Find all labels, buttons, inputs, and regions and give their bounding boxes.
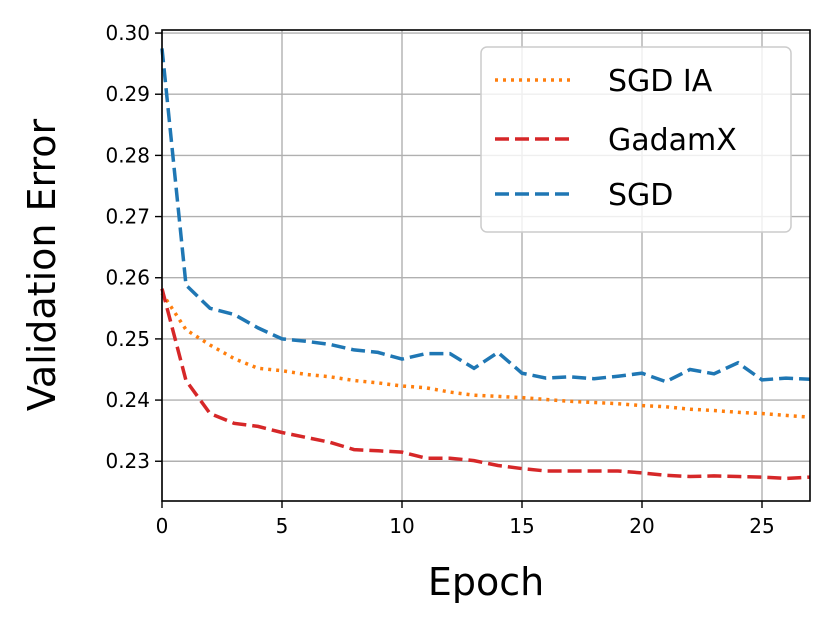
- y-tick-label: 0.27: [105, 205, 150, 229]
- legend-label-sgd-ia: SGD IA: [608, 64, 713, 99]
- y-tick-label: 0.23: [105, 449, 150, 473]
- y-axis-ticks: 0.23 0.24 0.25 0.26 0.27 0.28 0.29 0.30: [105, 21, 162, 473]
- x-tick-label: 25: [749, 514, 774, 538]
- y-tick-label: 0.26: [105, 266, 150, 290]
- y-axis-label: Validation Error: [20, 118, 64, 411]
- y-tick-label: 0.28: [105, 143, 150, 167]
- legend-label-sgd: SGD: [608, 178, 673, 213]
- plot-frame: [161, 29, 811, 502]
- x-tick-label: 10: [389, 514, 414, 538]
- x-axis-ticks: 0 5 10 15 20 25: [156, 501, 775, 538]
- series-lines: [160, 48, 811, 481]
- y-tick-label: 0.29: [105, 82, 150, 106]
- series-line-sgd: [160, 48, 811, 384]
- y-tick-label: 0.25: [105, 327, 150, 351]
- series-line-gadamx: [160, 288, 811, 481]
- legend-label-gadamx: GadamX: [608, 123, 737, 158]
- y-tick-label: 0.30: [105, 21, 150, 45]
- legend: SGD IA GadamX SGD: [480, 46, 792, 233]
- y-tick-label: 0.24: [105, 388, 150, 412]
- x-tick-label: 15: [509, 514, 534, 538]
- legend-box: [480, 46, 792, 233]
- x-tick-label: 5: [276, 514, 289, 538]
- x-tick-label: 0: [156, 514, 169, 538]
- x-tick-label: 20: [629, 514, 654, 538]
- series-line-sgd-ia: [160, 292, 811, 419]
- x-axis-label: Epoch: [428, 560, 544, 604]
